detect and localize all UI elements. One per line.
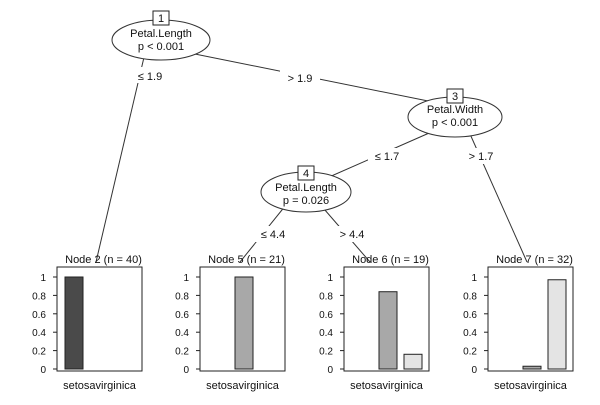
y-tick-label: 0.2	[463, 347, 477, 358]
x-label-virginica: virginica	[383, 380, 424, 392]
y-tick-label: 0.8	[175, 291, 189, 302]
node-id-box	[297, 165, 315, 181]
node-id-box	[446, 88, 464, 104]
x-label-setosa: setosa	[63, 380, 96, 392]
bar-versicolor	[234, 276, 254, 370]
x-class-labels: setosavirginica	[206, 380, 280, 392]
terminal-node-1: Node 2 (n = 40) 1 0.8 0.6 0.4 0.2 0 setosavirgi…	[32, 254, 143, 392]
y-tick-label: 0	[183, 365, 189, 376]
x-label-virginica: virginica	[239, 380, 280, 392]
node-id: 4	[303, 168, 309, 180]
y-tick-label: 0	[471, 365, 477, 376]
node-id: 3	[452, 91, 458, 103]
y-tick-label: 0.6	[319, 310, 333, 321]
y-tick-label: 0.4	[32, 328, 46, 339]
y-tick-label: 1	[327, 273, 333, 284]
y-tick-label: 1	[183, 273, 189, 284]
terminal-node-3: Node 6 (n = 19) 1 0.8 0.6 0.4 0.2 0 setosavirgi…	[319, 254, 430, 392]
x-class-labels: setosavirginica	[350, 380, 424, 392]
edge-label-3-7: > 1.7	[469, 151, 494, 163]
x-class-labels: setosavirginica	[63, 380, 137, 392]
node-id-box	[152, 10, 170, 26]
bar-versicolor	[378, 291, 398, 370]
bar-virginica	[403, 353, 423, 370]
node-variable: Petal.Width	[427, 104, 483, 116]
y-tick-label: 0	[40, 365, 46, 376]
terminal-node-4: Node 7 (n = 32) 1 0.8 0.6 0.4 0.2 0 setosavirgi…	[463, 254, 574, 392]
edge-labels: ≤ 1.9 > 1.9 ≤ 1.7 > 1.7 ≤ 4.4 > 4.4	[133, 67, 500, 242]
node-variable: Petal.Length	[130, 28, 192, 40]
y-tick-label: 0.6	[175, 310, 189, 321]
y-tick-label: 0.4	[463, 328, 477, 339]
edge-label-4-6: > 4.4	[340, 229, 365, 241]
y-tick-label: 0.2	[175, 347, 189, 358]
x-label-setosa: setosa	[350, 380, 383, 392]
y-tick-label: 0.6	[463, 310, 477, 321]
x-label-setosa: setosa	[206, 380, 239, 392]
node-pvalue: p < 0.001	[138, 41, 184, 53]
y-tick-label: 0.8	[32, 291, 46, 302]
terminal-node-title: Node 2 (n = 40)	[65, 254, 142, 266]
y-tick-label: 0	[327, 365, 333, 376]
inner-node-4: 4 Petal.Length p = 0.026	[260, 165, 352, 213]
y-tick-label: 0.4	[175, 328, 189, 339]
node-pvalue: p < 0.001	[432, 117, 478, 129]
node-id: 1	[158, 13, 164, 25]
terminal-node-title: Node 6 (n = 19)	[352, 254, 429, 266]
terminal-node-title: Node 5 (n = 21)	[208, 254, 285, 266]
edge-label-1-2: ≤ 1.9	[138, 71, 162, 83]
x-label-virginica: virginica	[96, 380, 137, 392]
bar-virginica	[547, 279, 567, 370]
y-tick-label: 0.8	[319, 291, 333, 302]
inner-node-1: 1 Petal.Length p < 0.001	[111, 10, 211, 61]
y-tick-label: 0.2	[319, 347, 333, 358]
node-variable: Petal.Length	[275, 182, 337, 194]
y-tick-label: 0.2	[32, 347, 46, 358]
edge-1-2	[95, 52, 146, 263]
x-label-virginica: virginica	[527, 380, 568, 392]
y-tick-label: 1	[40, 273, 46, 284]
inner-node-3: 3 Petal.Width p < 0.001	[407, 88, 503, 138]
node-pvalue: p = 0.026	[283, 195, 329, 207]
y-tick-label: 0.4	[319, 328, 333, 339]
x-class-labels: setosavirginica	[494, 380, 568, 392]
y-tick-label: 0.8	[463, 291, 477, 302]
edge-label-4-5: ≤ 4.4	[261, 229, 285, 241]
bar-versicolor	[522, 365, 542, 370]
edge-label-1-3: > 1.9	[288, 73, 313, 85]
bar-setosa	[64, 276, 84, 370]
node-ellipse	[111, 19, 211, 61]
x-label-setosa: setosa	[494, 380, 527, 392]
terminal-node-title: Node 7 (n = 32)	[496, 254, 573, 266]
y-tick-label: 0.6	[32, 310, 46, 321]
terminal-nodes: Node 2 (n = 40)10.80.60.40.20setosavirgi…	[32, 254, 574, 392]
y-tick-label: 1	[471, 273, 477, 284]
edge-label-3-4: ≤ 1.7	[375, 151, 399, 163]
terminal-node-2: Node 5 (n = 21) 1 0.8 0.6 0.4 0.2 0 setosavirgi…	[175, 254, 286, 392]
